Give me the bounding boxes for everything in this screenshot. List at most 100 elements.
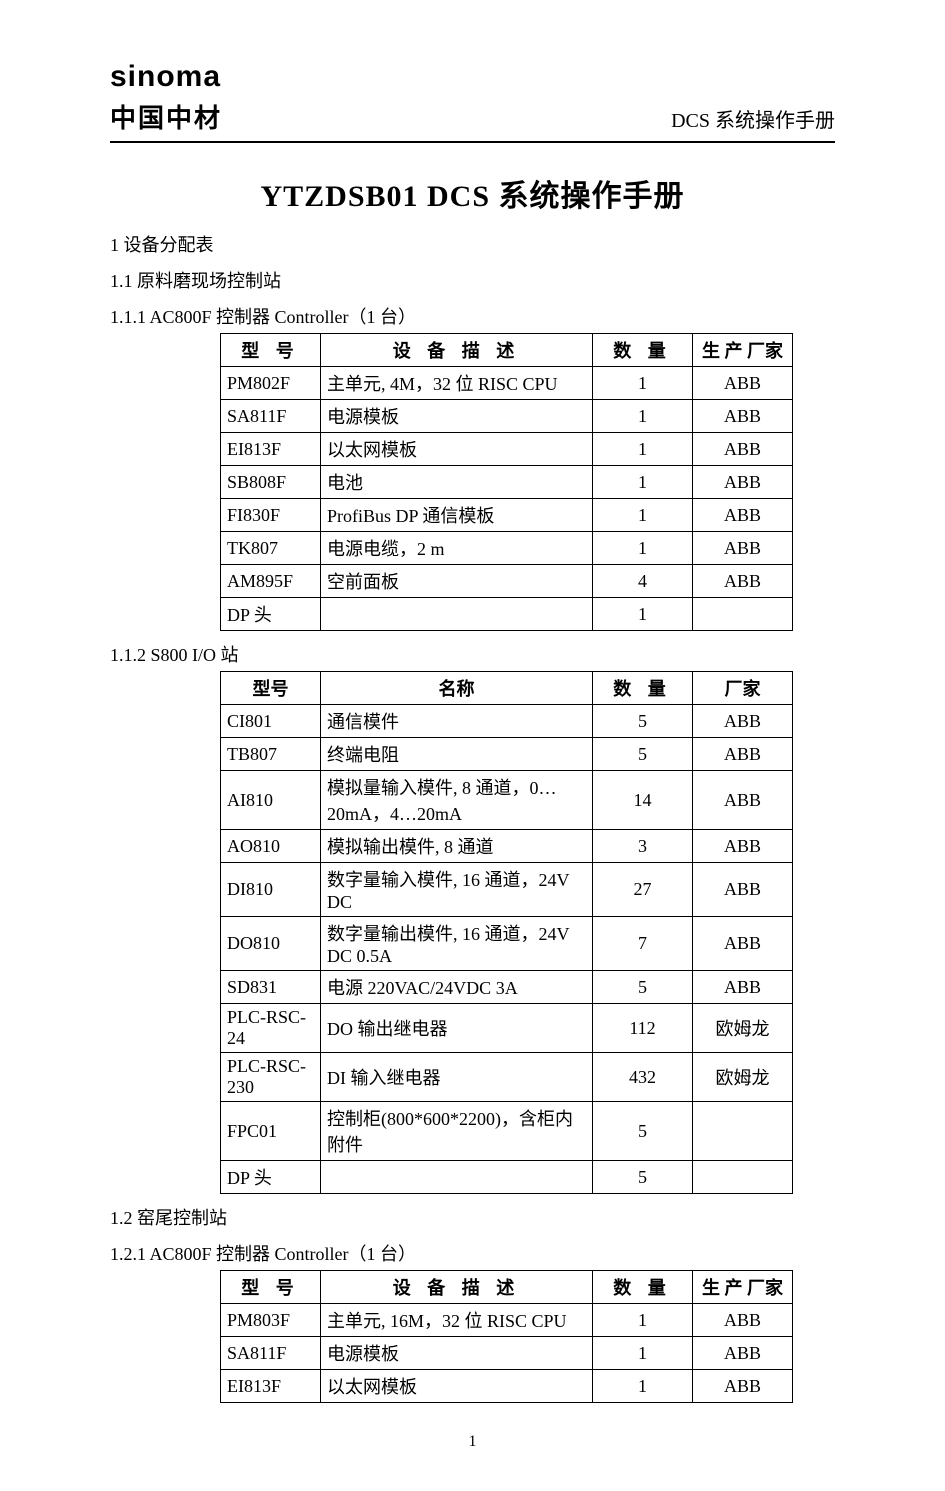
table-cell [693, 598, 793, 631]
table-cell: ABB [693, 466, 793, 499]
table-cell: AO810 [221, 830, 321, 863]
logo-block: sinoma 中国中材 [110, 60, 222, 135]
table-row: FPC01控制柜(800*600*2200)，含柜内附件5 [221, 1102, 793, 1161]
table-cell: 1 [593, 367, 693, 400]
table-row: SD831电源 220VAC/24VDC 3A5ABB [221, 971, 793, 1004]
table-header-row: 型 号 设 备 描 述 数 量 生 产 厂家 [221, 334, 793, 367]
table-1-1-1: 型 号 设 备 描 述 数 量 生 产 厂家 PM802F主单元, 4M，32 … [220, 333, 793, 631]
table-cell: 模拟输出模件, 8 通道 [321, 830, 593, 863]
table-cell: ABB [693, 499, 793, 532]
col-desc: 设 备 描 述 [321, 334, 593, 367]
section-1-1-1: 1.1.1 AC800F 控制器 Controller（1 台） [110, 303, 835, 329]
table-cell: TB807 [221, 738, 321, 771]
col-desc: 名称 [321, 672, 593, 705]
table-row: AO810模拟输出模件, 8 通道3ABB [221, 830, 793, 863]
table-row: PLC-RSC-230DI 输入继电器432欧姆龙 [221, 1053, 793, 1102]
col-qty: 数 量 [593, 672, 693, 705]
table-cell: ABB [693, 532, 793, 565]
table-cell: ABB [693, 830, 793, 863]
table-cell: SB808F [221, 466, 321, 499]
table-row: TB807终端电阻5ABB [221, 738, 793, 771]
table-cell: 数字量输出模件, 16 通道，24V DC 0.5A [321, 917, 593, 971]
table-cell [321, 598, 593, 631]
table-cell: 1 [593, 400, 693, 433]
table-cell: ABB [693, 738, 793, 771]
table-cell: DP 头 [221, 1161, 321, 1194]
table-cell: ABB [693, 917, 793, 971]
section-1-2-1: 1.2.1 AC800F 控制器 Controller（1 台） [110, 1240, 835, 1266]
table-cell: 1 [593, 532, 693, 565]
logo-en-text: sinoma [110, 60, 221, 93]
table-cell: CI801 [221, 705, 321, 738]
table-cell: DI810 [221, 863, 321, 917]
section-1: 1 设备分配表 [110, 231, 835, 257]
table-row: SB808F电池1ABB [221, 466, 793, 499]
section-1-1: 1.1 原料磨现场控制站 [110, 267, 835, 293]
table-cell: 1 [593, 1337, 693, 1370]
table-row: PM802F主单元, 4M，32 位 RISC CPU1ABB [221, 367, 793, 400]
table-cell: 5 [593, 1102, 693, 1161]
table-cell: 欧姆龙 [693, 1004, 793, 1053]
table-cell: 4 [593, 565, 693, 598]
table-cell: 5 [593, 738, 693, 771]
table-row: SA811F电源模板1ABB [221, 400, 793, 433]
table-cell: FPC01 [221, 1102, 321, 1161]
table-header-row: 型号 名称 数 量 厂家 [221, 672, 793, 705]
table-row: DI810数字量输入模件, 16 通道，24V DC27ABB [221, 863, 793, 917]
col-qty: 数 量 [593, 334, 693, 367]
doc-title: YTZDSB01 DCS 系统操作手册 [110, 171, 835, 215]
table-cell: ABB [693, 863, 793, 917]
col-model: 型 号 [221, 334, 321, 367]
logo-en: sinoma [110, 60, 222, 94]
table-cell [693, 1102, 793, 1161]
table-cell: 以太网模板 [321, 433, 593, 466]
table-cell [321, 1161, 593, 1194]
table-row: EI813F以太网模板1ABB [221, 1370, 793, 1403]
table-cell: SD831 [221, 971, 321, 1004]
table-cell: 电源电缆，2 m [321, 532, 593, 565]
table-cell: PLC-RSC-24 [221, 1004, 321, 1053]
table-cell: DO 输出继电器 [321, 1004, 593, 1053]
table-cell: 1 [593, 1304, 693, 1337]
table-cell: 电源模板 [321, 1337, 593, 1370]
table-cell: 1 [593, 499, 693, 532]
table-cell: 7 [593, 917, 693, 971]
table-cell: ABB [693, 367, 793, 400]
table-cell: ABB [693, 971, 793, 1004]
table-cell: 模拟量输入模件, 8 通道，0…20mA，4…20mA [321, 771, 593, 830]
table-cell: TK807 [221, 532, 321, 565]
table-cell [693, 1161, 793, 1194]
table-cell: DO810 [221, 917, 321, 971]
section-1-2: 1.2 窑尾控制站 [110, 1204, 835, 1230]
table-cell: DP 头 [221, 598, 321, 631]
table-row: DP 头1 [221, 598, 793, 631]
table-cell: 主单元, 4M，32 位 RISC CPU [321, 367, 593, 400]
table-cell: 电源 220VAC/24VDC 3A [321, 971, 593, 1004]
table-cell: PM802F [221, 367, 321, 400]
table-cell: 1 [593, 1370, 693, 1403]
page-header: sinoma 中国中材 DCS 系统操作手册 [110, 60, 835, 143]
table-cell: 5 [593, 1161, 693, 1194]
logo-cn: 中国中材 [110, 98, 222, 135]
table-cell: 数字量输入模件, 16 通道，24V DC [321, 863, 593, 917]
table-cell: ProfiBus DP 通信模板 [321, 499, 593, 532]
table-cell: PM803F [221, 1304, 321, 1337]
col-mfr: 厂家 [693, 672, 793, 705]
table-cell: ABB [693, 1304, 793, 1337]
table-cell: 欧姆龙 [693, 1053, 793, 1102]
table-cell: 控制柜(800*600*2200)，含柜内附件 [321, 1102, 593, 1161]
table-cell: ABB [693, 1370, 793, 1403]
page-number: 1 [110, 1433, 835, 1451]
table-cell: DI 输入继电器 [321, 1053, 593, 1102]
table-cell: 空前面板 [321, 565, 593, 598]
table-row: TK807电源电缆，2 m1ABB [221, 532, 793, 565]
table-row: CI801通信模件5ABB [221, 705, 793, 738]
table-row: DP 头 5 [221, 1161, 793, 1194]
table-header-row: 型 号 设 备 描 述 数 量 生 产 厂家 [221, 1271, 793, 1304]
col-desc: 设 备 描 述 [321, 1271, 593, 1304]
table-cell: 以太网模板 [321, 1370, 593, 1403]
table-cell: 电池 [321, 466, 593, 499]
table-row: DO810数字量输出模件, 16 通道，24V DC 0.5A7ABB [221, 917, 793, 971]
table-row: PM803F主单元, 16M，32 位 RISC CPU1ABB [221, 1304, 793, 1337]
table-cell: AI810 [221, 771, 321, 830]
